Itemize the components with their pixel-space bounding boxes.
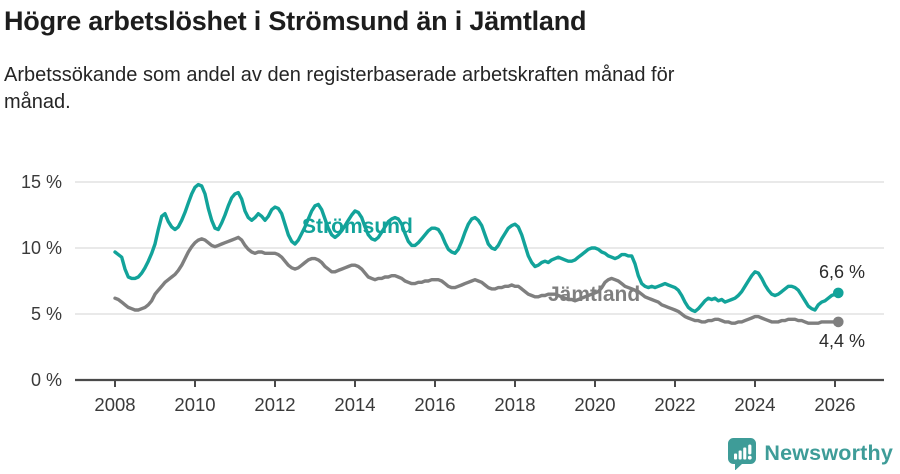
- x-tick-label: 2022: [654, 394, 695, 415]
- x-tick-label: 2014: [334, 394, 375, 415]
- x-tick-label: 2012: [254, 394, 295, 415]
- chart-subtitle: Arbetssökande som andel av den registerb…: [4, 64, 675, 113]
- series-end-value-jamtland: 4,4 %: [819, 331, 865, 351]
- series-line-stromsund: [113, 182, 840, 314]
- x-tick-label: 2020: [574, 394, 615, 415]
- x-tick-label: 2026: [814, 394, 855, 415]
- y-tick-label: 0 %: [31, 370, 62, 390]
- y-tick-label: 10 %: [21, 238, 62, 258]
- newsworthy-logo[interactable]: Newsworthy: [727, 436, 893, 470]
- series-end-dot-jamtland: [833, 316, 844, 328]
- x-tick-label: 2016: [414, 394, 455, 415]
- unemployment-line-chart: 0 % 5 % 10 % 15 % 2008 2010 2012 2014 2016 2018 20…: [21, 172, 884, 415]
- page-title: Högre arbetslöshet i Strömsund än i Jämt…: [4, 6, 587, 36]
- y-tick-label: 5 %: [31, 304, 62, 324]
- series-label-jamtland: Jämtland: [548, 283, 640, 306]
- series-end-dot-stromsund: [833, 287, 844, 299]
- x-tick-label: 2024: [734, 394, 775, 415]
- x-tick-label: 2018: [494, 394, 535, 415]
- y-tick-label: 15 %: [21, 172, 62, 192]
- series-end-value-stromsund: 6,6 %: [819, 262, 865, 282]
- x-tick-label: 2010: [174, 394, 215, 415]
- newsworthy-bubble-chart-icon: [728, 437, 757, 470]
- series-line-jamtland: [113, 235, 840, 325]
- x-tick-label: 2008: [94, 394, 135, 415]
- newsworthy-logo-text: Newsworthy: [764, 440, 893, 465]
- series-label-stromsund: Strömsund: [302, 215, 413, 238]
